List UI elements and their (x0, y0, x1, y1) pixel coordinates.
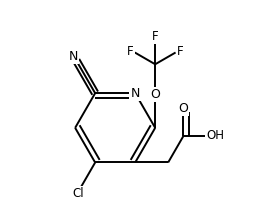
Text: N: N (131, 87, 140, 100)
Text: O: O (178, 102, 188, 115)
Text: Cl: Cl (73, 187, 84, 200)
Text: F: F (152, 30, 158, 43)
Text: F: F (177, 45, 183, 58)
Text: F: F (127, 45, 134, 58)
Text: N: N (69, 49, 79, 63)
Text: O: O (150, 88, 160, 101)
Text: OH: OH (206, 129, 224, 143)
